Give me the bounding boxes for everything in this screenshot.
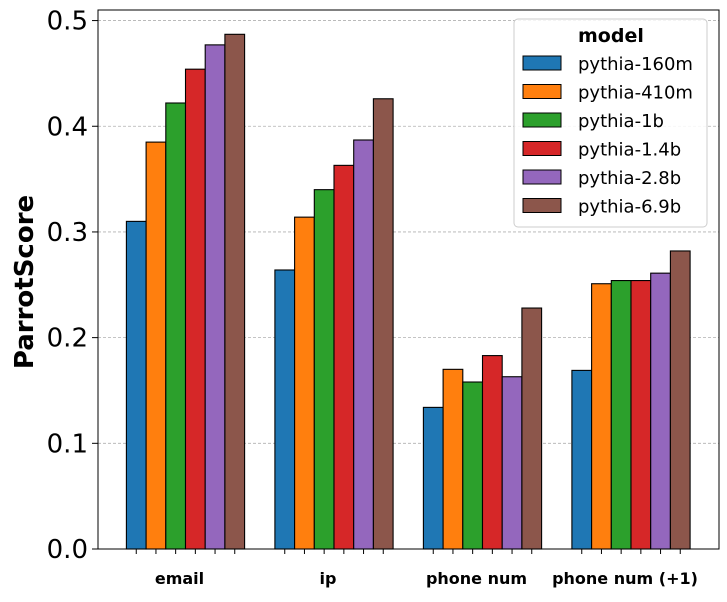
x-tick-label: phone num (+1) [552, 569, 698, 588]
bar [125, 220, 147, 550]
y-tick-label: 0.1 [47, 429, 88, 459]
legend-swatch [522, 112, 562, 128]
axes: 0.0 0.1 0.2 0.3 0.4 0.5 email ip phone num phone … [47, 7, 720, 588]
bar [669, 250, 691, 550]
bar [571, 369, 593, 550]
legend-label: pythia-410m [578, 83, 693, 104]
y-tick-label: 0.0 [47, 535, 88, 565]
bar [521, 307, 543, 550]
bars [125, 33, 691, 550]
bar [630, 280, 652, 550]
legend: model pythia-160m pythia-410m pythia-1b pyth… [513, 18, 708, 228]
legend-swatch [522, 84, 562, 99]
y-tick-label: 0.5 [47, 7, 88, 37]
bar [610, 280, 632, 550]
legend-label: pythia-160m [578, 54, 693, 75]
bar [313, 189, 335, 550]
y-tick-label: 0.3 [47, 218, 88, 248]
bar [422, 406, 444, 550]
bar [591, 283, 612, 550]
x-tick-label: phone num [426, 569, 527, 588]
legend-swatch [522, 198, 562, 213]
y-tick-label: 0.4 [47, 112, 88, 142]
x-tick-label: email [155, 569, 204, 588]
bar [333, 164, 355, 550]
legend-swatch [522, 169, 562, 185]
legend-label: pythia-2.8b [578, 168, 681, 189]
y-axis-label: ParrotScore [10, 195, 40, 369]
plot-frame [97, 9, 720, 550]
bar [481, 355, 503, 550]
legend-label: pythia-1b [578, 111, 664, 132]
bar [165, 102, 187, 550]
bar [650, 272, 671, 550]
y-tick-label: 0.2 [47, 324, 88, 354]
bar [204, 44, 226, 550]
legend-label: pythia-6.9b [578, 197, 681, 218]
bar [372, 98, 394, 550]
legend-label: pythia-1.4b [578, 140, 681, 161]
legend-swatch [522, 141, 562, 156]
legend-title: model [578, 25, 644, 47]
bar [224, 33, 246, 550]
bar [294, 216, 315, 550]
bar [501, 376, 523, 550]
bar [462, 381, 484, 550]
bar [145, 141, 167, 550]
legend-swatch [522, 55, 562, 71]
bar [442, 368, 464, 550]
bar [184, 68, 206, 550]
legend-box [513, 18, 708, 228]
bar [353, 139, 374, 550]
bar [274, 269, 296, 550]
x-tick-label: ip [320, 569, 337, 588]
